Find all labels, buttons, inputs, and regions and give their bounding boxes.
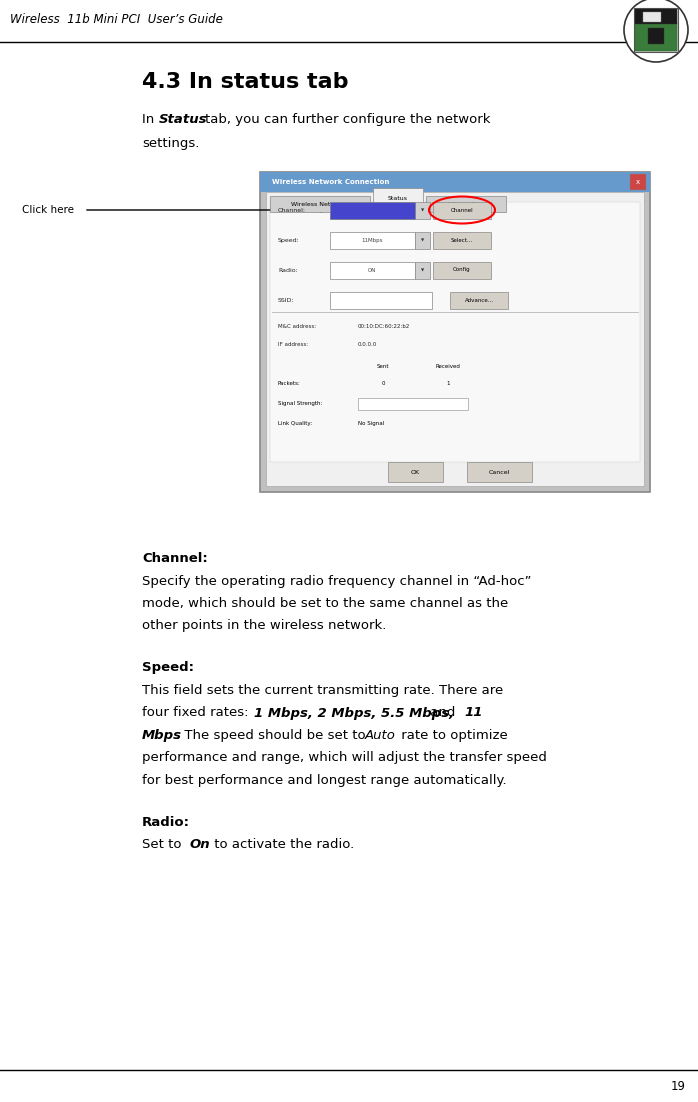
FancyBboxPatch shape	[373, 188, 423, 208]
Text: 11Mbps: 11Mbps	[362, 238, 383, 242]
Text: for best performance and longest range automatically.: for best performance and longest range a…	[142, 774, 507, 787]
Text: Speed:: Speed:	[278, 238, 299, 242]
Text: Wireless Networks: Wireless Networks	[291, 202, 349, 206]
FancyBboxPatch shape	[330, 292, 432, 309]
FancyBboxPatch shape	[635, 9, 677, 24]
Text: Status: Status	[388, 195, 408, 201]
Text: On: On	[190, 839, 211, 852]
Text: 4.3 In status tab: 4.3 In status tab	[142, 72, 348, 91]
FancyBboxPatch shape	[260, 172, 650, 192]
Text: mode, which should be set to the same channel as the: mode, which should be set to the same ch…	[142, 597, 508, 611]
FancyBboxPatch shape	[433, 261, 491, 279]
FancyBboxPatch shape	[634, 8, 678, 52]
Text: . The speed should be set to: . The speed should be set to	[176, 730, 370, 742]
Text: tab, you can further configure the network: tab, you can further configure the netwo…	[205, 114, 491, 126]
FancyBboxPatch shape	[433, 231, 491, 248]
Text: SSID:: SSID:	[278, 298, 295, 303]
Text: 19: 19	[671, 1080, 686, 1093]
FancyBboxPatch shape	[388, 462, 443, 482]
Text: Click here: Click here	[22, 205, 74, 215]
Text: 1 Mbps, 2 Mbps, 5.5 Mbps,: 1 Mbps, 2 Mbps, 5.5 Mbps,	[254, 706, 454, 720]
FancyBboxPatch shape	[260, 172, 650, 491]
Text: Advance...: Advance...	[464, 298, 493, 303]
FancyBboxPatch shape	[426, 196, 506, 212]
FancyBboxPatch shape	[635, 23, 677, 51]
Text: OK: OK	[411, 469, 420, 475]
Text: 0.0.0.0: 0.0.0.0	[358, 342, 377, 346]
FancyBboxPatch shape	[330, 261, 415, 279]
Text: Channel: Channel	[451, 207, 473, 213]
Text: Set to: Set to	[142, 839, 186, 852]
Text: ▼: ▼	[421, 268, 424, 272]
Text: ON: ON	[368, 268, 376, 272]
Text: to activate the radio.: to activate the radio.	[210, 839, 355, 852]
Circle shape	[624, 0, 688, 62]
FancyBboxPatch shape	[330, 202, 415, 218]
Text: M&C address:: M&C address:	[278, 324, 316, 328]
FancyBboxPatch shape	[467, 462, 532, 482]
Text: 11: 11	[464, 706, 482, 720]
Text: settings.: settings.	[142, 137, 200, 150]
Text: Signal Strength:: Signal Strength:	[278, 401, 322, 407]
Text: In: In	[142, 114, 158, 126]
FancyBboxPatch shape	[330, 202, 415, 218]
Text: Speed:: Speed:	[142, 661, 194, 674]
FancyBboxPatch shape	[433, 202, 491, 218]
FancyBboxPatch shape	[643, 12, 661, 22]
Text: Select...: Select...	[451, 238, 473, 242]
FancyBboxPatch shape	[266, 192, 644, 486]
Text: Config: Config	[453, 268, 471, 272]
Text: rate to optimize: rate to optimize	[397, 730, 507, 742]
FancyBboxPatch shape	[450, 292, 508, 309]
Text: Status: Status	[159, 114, 207, 126]
Text: x: x	[636, 179, 640, 185]
Text: No Signal: No Signal	[358, 421, 385, 426]
FancyBboxPatch shape	[330, 231, 415, 248]
Text: performance and range, which will adjust the transfer speed: performance and range, which will adjust…	[142, 752, 547, 765]
FancyBboxPatch shape	[270, 202, 640, 462]
Text: Wireless  11b Mini PCI  User’s Guide: Wireless 11b Mini PCI User’s Guide	[10, 13, 223, 26]
Text: ▼: ▼	[421, 238, 424, 242]
Text: Specify the operating radio frequency channel in “Ad-hoc”: Specify the operating radio frequency ch…	[142, 574, 531, 587]
Text: Sent: Sent	[377, 364, 389, 368]
Text: and: and	[426, 706, 464, 720]
FancyBboxPatch shape	[415, 261, 430, 279]
Text: Link Quality:: Link Quality:	[278, 421, 312, 426]
Text: Received: Received	[436, 364, 461, 368]
FancyBboxPatch shape	[415, 231, 430, 248]
Text: 0: 0	[381, 381, 385, 387]
FancyBboxPatch shape	[358, 398, 468, 410]
Text: Radio:: Radio:	[142, 815, 190, 829]
FancyBboxPatch shape	[630, 174, 646, 190]
Text: Cancel: Cancel	[489, 469, 510, 475]
Text: Radio:: Radio:	[278, 268, 298, 272]
Text: IF address:: IF address:	[278, 342, 308, 346]
FancyBboxPatch shape	[415, 202, 430, 218]
Text: Mbps: Mbps	[142, 730, 182, 742]
Text: ▼: ▼	[421, 208, 424, 212]
Text: Packets:: Packets:	[278, 381, 301, 387]
Text: Auto: Auto	[365, 730, 396, 742]
Text: This field sets the current transmitting rate. There are: This field sets the current transmitting…	[142, 684, 503, 696]
Text: 1: 1	[446, 381, 450, 387]
Text: Channel:: Channel:	[278, 207, 306, 213]
Text: four fixed rates:: four fixed rates:	[142, 706, 257, 720]
Text: 00:10:DC:60:22:b2: 00:10:DC:60:22:b2	[358, 324, 410, 328]
Text: Information: Information	[447, 202, 484, 206]
Text: other points in the wireless network.: other points in the wireless network.	[142, 619, 387, 633]
FancyBboxPatch shape	[270, 196, 370, 212]
Text: Wireless Network Connection: Wireless Network Connection	[272, 179, 389, 185]
FancyBboxPatch shape	[648, 28, 664, 44]
Text: Channel:: Channel:	[142, 552, 208, 565]
